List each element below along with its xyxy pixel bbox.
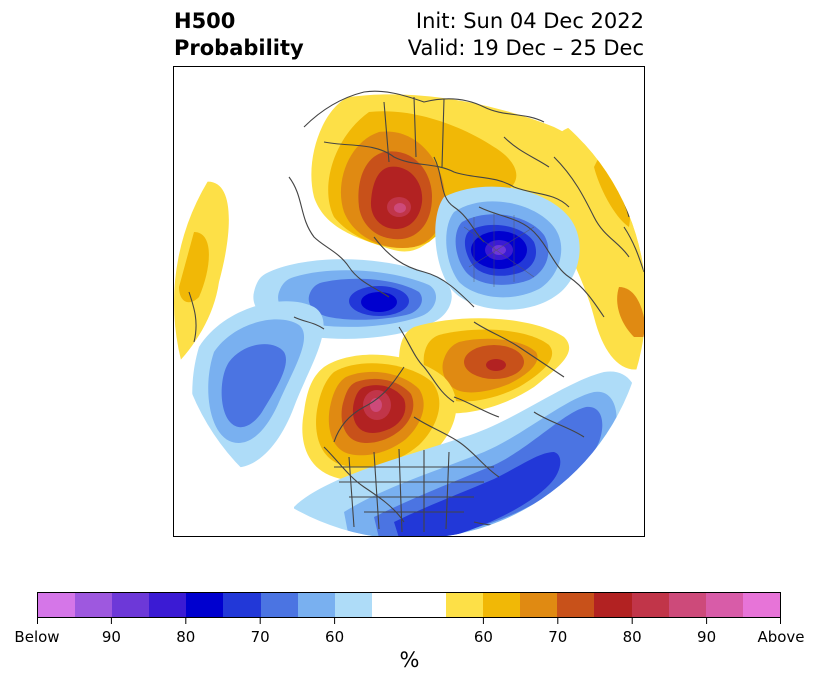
- colorbar-above-4: [594, 593, 632, 617]
- anomaly-arctic-trough: [435, 186, 580, 310]
- colorbar-below-4: [186, 593, 224, 617]
- title-right: Init: Sun 04 Dec 2022 Valid: 19 Dec – 25…: [408, 8, 644, 62]
- colorbar-tick-label: 80: [176, 628, 196, 646]
- colorbar-tick-label: 80: [622, 628, 642, 646]
- colorbar-below-3: [149, 593, 187, 617]
- colorbar-above-6: [668, 593, 706, 617]
- probability-map: [174, 67, 644, 536]
- anomaly-pacific-west-above: [174, 181, 229, 367]
- colorbar-above-1: [483, 593, 521, 617]
- colorbar: [37, 592, 781, 618]
- colorbar-tick-label: 60: [473, 628, 493, 646]
- colorbar-unit: %: [399, 648, 420, 672]
- title-left: H500 Probability: [174, 8, 304, 62]
- colorbar-tick-label: Below: [14, 628, 60, 646]
- colorbar-above-7: [705, 593, 743, 617]
- colorbar-below-0: [38, 593, 76, 617]
- colorbar-tick-label: 90: [101, 628, 121, 646]
- colorbar-tick-label: 90: [697, 628, 717, 646]
- colorbar-ticks: [37, 618, 781, 624]
- colorbar-tick-label: 70: [548, 628, 568, 646]
- arctic-gridlines: [463, 212, 535, 287]
- colorbar-below-1: [75, 593, 113, 617]
- colorbar-below-7: [297, 593, 335, 617]
- map-panel: [173, 66, 645, 537]
- anomaly-east-pacific-trough: [192, 301, 324, 468]
- valid-range: Valid: 19 Dec – 25 Dec: [407, 36, 644, 60]
- colorbar-neutral: [371, 593, 447, 617]
- colorbar-above-8: [742, 593, 780, 617]
- title-product: Probability: [174, 36, 304, 60]
- colorbar-below-2: [112, 593, 150, 617]
- colorbar-above-5: [631, 593, 669, 617]
- colorbar-below-8: [334, 593, 372, 617]
- colorbar-below-6: [260, 593, 298, 617]
- colorbar-above-0: [446, 593, 484, 617]
- colorbar-tick-label: 60: [325, 628, 345, 646]
- colorbar-below-5: [223, 593, 261, 617]
- colorbar-tick-label: Above: [757, 628, 805, 646]
- colorbar-above-2: [520, 593, 558, 617]
- colorbar-above-3: [557, 593, 595, 617]
- title-variable: H500: [174, 9, 236, 33]
- init-date: Init: Sun 04 Dec 2022: [415, 9, 644, 33]
- anomaly-western-us-ridge: [302, 354, 457, 481]
- colorbar-tick-label: 70: [250, 628, 270, 646]
